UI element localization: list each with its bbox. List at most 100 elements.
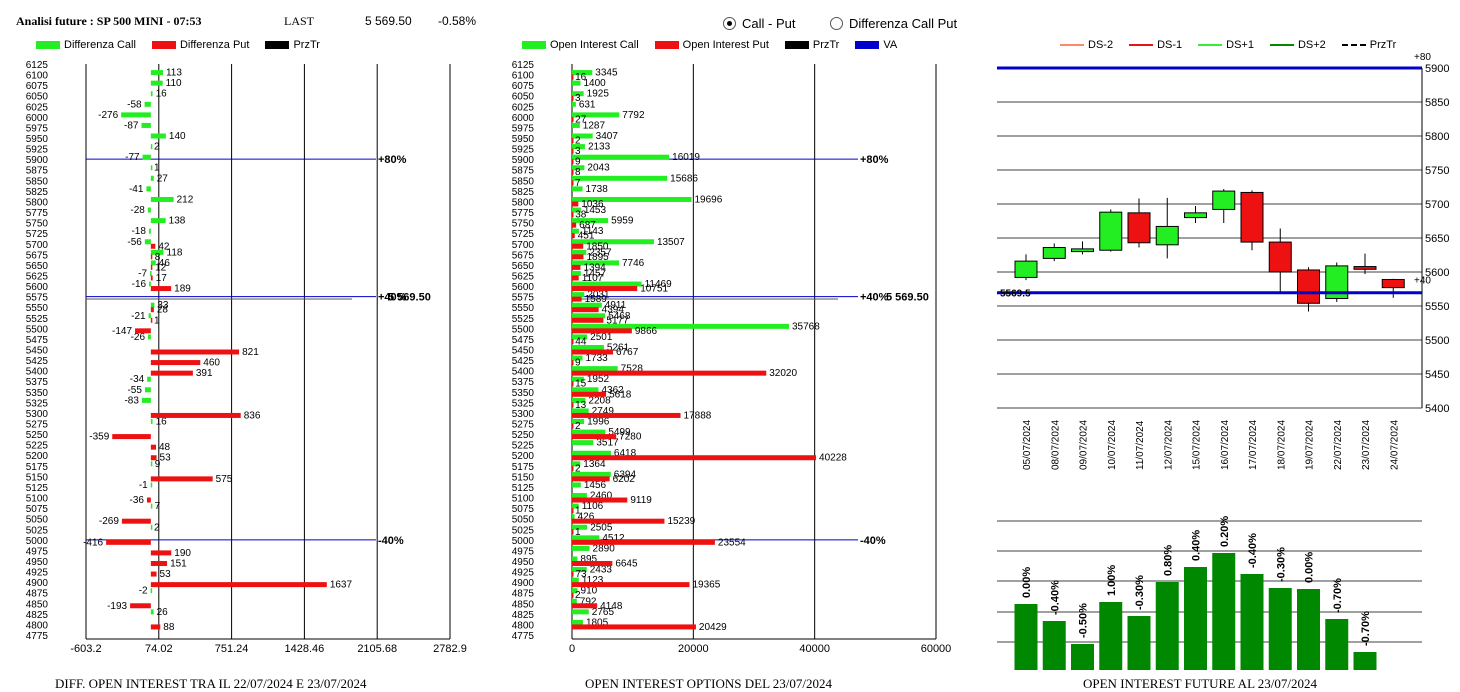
legend-line-ds+2 <box>1269 44 1294 46</box>
date-label: 24/07/2024 <box>1389 420 1400 470</box>
put-bar <box>572 338 574 344</box>
call-label: -18 <box>131 226 146 237</box>
strike-label: 6075 <box>26 81 49 92</box>
put-bar <box>572 317 604 323</box>
strike-label: 6000 <box>512 113 535 124</box>
put-label: 42 <box>158 241 170 252</box>
call-label: 110 <box>166 78 182 89</box>
strike-label: 5825 <box>512 187 535 198</box>
legend-swatch-green <box>36 41 60 49</box>
y-tick-label: 5400 <box>1425 403 1449 415</box>
strike-label: 4825 <box>26 610 49 621</box>
call-bar <box>150 91 153 97</box>
call-label: -28 <box>130 205 145 216</box>
put-label: 9 <box>575 358 581 369</box>
radio-differenza[interactable]: Differenza Call Put <box>830 16 957 31</box>
strike-label: 5475 <box>512 335 535 346</box>
radio-differenza-indicator[interactable] <box>830 17 843 30</box>
y-tick-label: 5450 <box>1425 369 1449 381</box>
put-label: 5177 <box>606 315 629 326</box>
strike-label: 5600 <box>26 282 49 293</box>
call-label: -276 <box>98 110 118 121</box>
strike-label: 5125 <box>26 483 49 494</box>
candle-body <box>1184 212 1207 219</box>
put-label: 53 <box>160 453 172 464</box>
strike-label: 5250 <box>26 430 49 441</box>
future-oi-bar <box>1127 616 1151 670</box>
put-bar <box>572 381 574 387</box>
future-oi-label: 0.20% <box>1219 516 1231 547</box>
put-bar <box>150 412 241 418</box>
call-label: -21 <box>131 311 146 322</box>
put-label: 38 <box>575 210 587 221</box>
legend-label: PrzTr <box>812 39 840 51</box>
put-label: 4148 <box>600 601 623 612</box>
call-bar <box>150 482 153 488</box>
legend-label: Open Interest Put <box>682 39 769 51</box>
strike-label: 5175 <box>512 462 535 473</box>
strike-label: 6125 <box>26 60 49 71</box>
date-label: 17/07/2024 <box>1248 420 1259 470</box>
call-bar <box>572 524 588 530</box>
last-value: 5 569.50 <box>365 14 412 28</box>
last-label: LAST <box>284 14 314 28</box>
call-label: 2133 <box>588 142 611 153</box>
strike-label: 5950 <box>512 134 535 145</box>
strike-label: 5200 <box>26 451 49 462</box>
strike-label: 5900 <box>26 155 49 166</box>
call-label: -26 <box>131 332 146 343</box>
future-oi-label: 0.00% <box>1304 552 1316 583</box>
call-bar <box>572 91 584 97</box>
strike-label: 5975 <box>512 123 535 134</box>
call-label: 1453 <box>584 205 607 216</box>
candle-body <box>1014 260 1038 278</box>
put-label: 48 <box>159 442 171 453</box>
call-bar <box>572 397 586 403</box>
put-bar <box>572 95 574 101</box>
date-label: 22/07/2024 <box>1333 420 1344 470</box>
call-label: 2505 <box>590 522 613 533</box>
put-bar <box>572 402 574 408</box>
call-label: 6394 <box>614 469 637 480</box>
legend-swatch-green <box>522 41 546 49</box>
call-bar <box>150 218 166 224</box>
put-label: 3 <box>575 93 581 104</box>
call-label: 140 <box>169 131 186 142</box>
radio-call-put[interactable]: Call - Put <box>723 16 795 31</box>
put-label: 687 <box>579 220 596 231</box>
call-bar <box>572 503 579 509</box>
x-tick-label: 751.24 <box>215 643 249 655</box>
call-label: 2501 <box>590 332 613 343</box>
call-bar <box>141 397 151 403</box>
strike-label: 5400 <box>512 367 535 378</box>
radio-call-put-indicator[interactable] <box>723 17 736 30</box>
call-bar <box>572 345 604 350</box>
call-label: 7 <box>155 501 161 512</box>
future-oi-bar <box>1014 604 1038 670</box>
strike-label: 5150 <box>512 472 535 483</box>
call-bar <box>150 165 153 171</box>
put-bar <box>572 455 817 461</box>
strike-label: 5225 <box>26 441 49 452</box>
call-bar <box>572 366 618 372</box>
put-bar <box>150 582 327 588</box>
strike-label: 5525 <box>512 314 535 325</box>
strike-label: 5100 <box>512 494 535 505</box>
legend-line-ds-1 <box>1129 44 1154 46</box>
put-label: 9 <box>575 157 581 168</box>
future-oi-bar <box>1042 621 1066 670</box>
future-oi-bar <box>1268 588 1292 670</box>
put-label: 19365 <box>692 580 720 591</box>
x-tick-label: 40000 <box>799 643 830 655</box>
put-label: 6767 <box>616 347 639 358</box>
put-bar <box>150 571 157 577</box>
strike-label: 6100 <box>26 71 49 82</box>
call-bar <box>141 122 151 128</box>
strike-label: 4925 <box>512 568 535 579</box>
call-label: 33 <box>157 300 169 311</box>
future-oi-bar <box>1297 589 1320 670</box>
put-label: 2 <box>575 590 581 601</box>
future-oi-label: 0.80% <box>1162 545 1174 576</box>
candle-body <box>1099 211 1123 251</box>
x-tick-label: 74.02 <box>145 643 173 655</box>
